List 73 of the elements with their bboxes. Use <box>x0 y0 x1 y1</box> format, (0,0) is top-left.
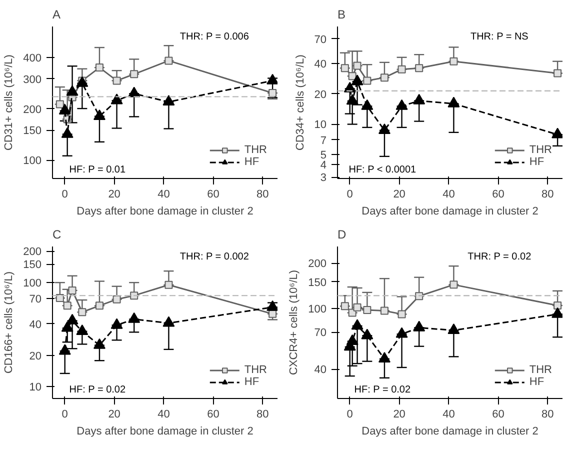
y-tick-label: 40 <box>29 318 42 331</box>
x-tick-label: 60 <box>492 408 504 420</box>
annotation: HF: P = 0.01 <box>69 164 126 176</box>
y-tick-label: 4 <box>320 159 327 172</box>
y-tick-label: 100 <box>308 304 327 316</box>
legend-label: THR <box>529 144 552 156</box>
y-tick-label: 70 <box>314 327 327 340</box>
chart-title: D <box>338 228 346 242</box>
x-tick-label: 20 <box>108 408 120 420</box>
x-tick-label: 0 <box>62 408 68 420</box>
legend-label: HF <box>244 156 260 168</box>
legend-label: THR <box>529 364 552 376</box>
chart-title: C <box>52 228 62 242</box>
x-tick-label: 20 <box>108 188 120 200</box>
x-tick-label: 60 <box>492 188 504 200</box>
annotation: HF: P = 0.02 <box>69 384 126 396</box>
x-tick-label: 40 <box>158 188 170 200</box>
x-axis-title: Days after bone damage in cluster 2 <box>76 426 254 438</box>
y-axis-title: CD34+ cells (10⁶/L) <box>294 54 306 150</box>
y-tick-label: 200 <box>23 246 42 258</box>
y-tick-label: 10 <box>29 382 42 394</box>
x-tick-label: 20 <box>393 408 406 420</box>
x-tick-label: 80 <box>542 188 554 200</box>
x-tick-label: 0 <box>346 188 353 200</box>
y-tick-label: 200 <box>308 258 327 270</box>
x-tick-label: 60 <box>207 188 220 200</box>
chart-title: B <box>338 8 346 22</box>
chart-title: A <box>52 8 61 22</box>
x-tick-label: 60 <box>207 408 220 420</box>
y-tick-label: 100 <box>23 278 42 290</box>
x-tick-label: 40 <box>442 188 455 200</box>
y-tick-label: 10 <box>314 119 327 132</box>
annotation: THR: P = 0.002 <box>180 252 250 262</box>
y-tick-label: 150 <box>308 276 327 289</box>
legend-label: THR <box>244 144 267 156</box>
y-axis-title: CXCR4+ cells (10⁶/L) <box>288 270 300 376</box>
y-tick-label: 400 <box>23 52 42 65</box>
x-tick-label: 0 <box>346 408 353 420</box>
x-axis-title: Days after bone damage in cluster 2 <box>362 206 538 218</box>
y-tick-label: 20 <box>29 350 42 362</box>
y-tick-label: 150 <box>23 259 42 272</box>
y-tick-label: 40 <box>314 364 327 376</box>
x-tick-label: 0 <box>62 188 68 200</box>
x-tick-label: 80 <box>542 408 554 420</box>
y-tick-label: 70 <box>314 34 327 46</box>
annotation: THR: P = NS <box>470 32 529 42</box>
annotation: HF: P < 0.0001 <box>348 164 417 176</box>
annotation: HF: P = 0.02 <box>354 384 411 396</box>
x-tick-label: 40 <box>158 408 170 420</box>
annotation: THR: P = 0.006 <box>180 32 250 42</box>
legend-label: HF <box>529 376 546 388</box>
y-axis-title: CD166+ cells (10⁶/L) <box>3 271 16 374</box>
x-tick-label: 20 <box>393 188 406 200</box>
y-tick-label: 7 <box>320 134 327 147</box>
y-tick-label: 200 <box>23 104 42 116</box>
y-tick-label: 3 <box>320 172 327 184</box>
y-tick-label: 100 <box>23 155 42 168</box>
x-tick-label: 80 <box>256 408 269 420</box>
legend-label: HF <box>529 156 546 168</box>
x-tick-label: 40 <box>442 408 455 420</box>
legend-label: HF <box>244 376 260 388</box>
y-tick-label: 70 <box>29 294 42 306</box>
y-tick-label: 150 <box>23 125 42 138</box>
x-axis-title: Days after bone damage in cluster 2 <box>362 426 538 438</box>
y-tick-label: 5 <box>320 150 327 162</box>
y-tick-label: 40 <box>314 58 327 70</box>
y-axis-title: CD31+ cells (10⁶/L) <box>3 54 16 150</box>
y-tick-label: 20 <box>314 88 327 101</box>
annotation: THR: P = 0.02 <box>468 252 532 262</box>
legend-label: THR <box>244 364 267 376</box>
x-axis-title: Days after bone damage in cluster 2 <box>76 206 254 218</box>
y-tick-label: 300 <box>23 74 42 86</box>
x-tick-label: 80 <box>256 188 269 200</box>
